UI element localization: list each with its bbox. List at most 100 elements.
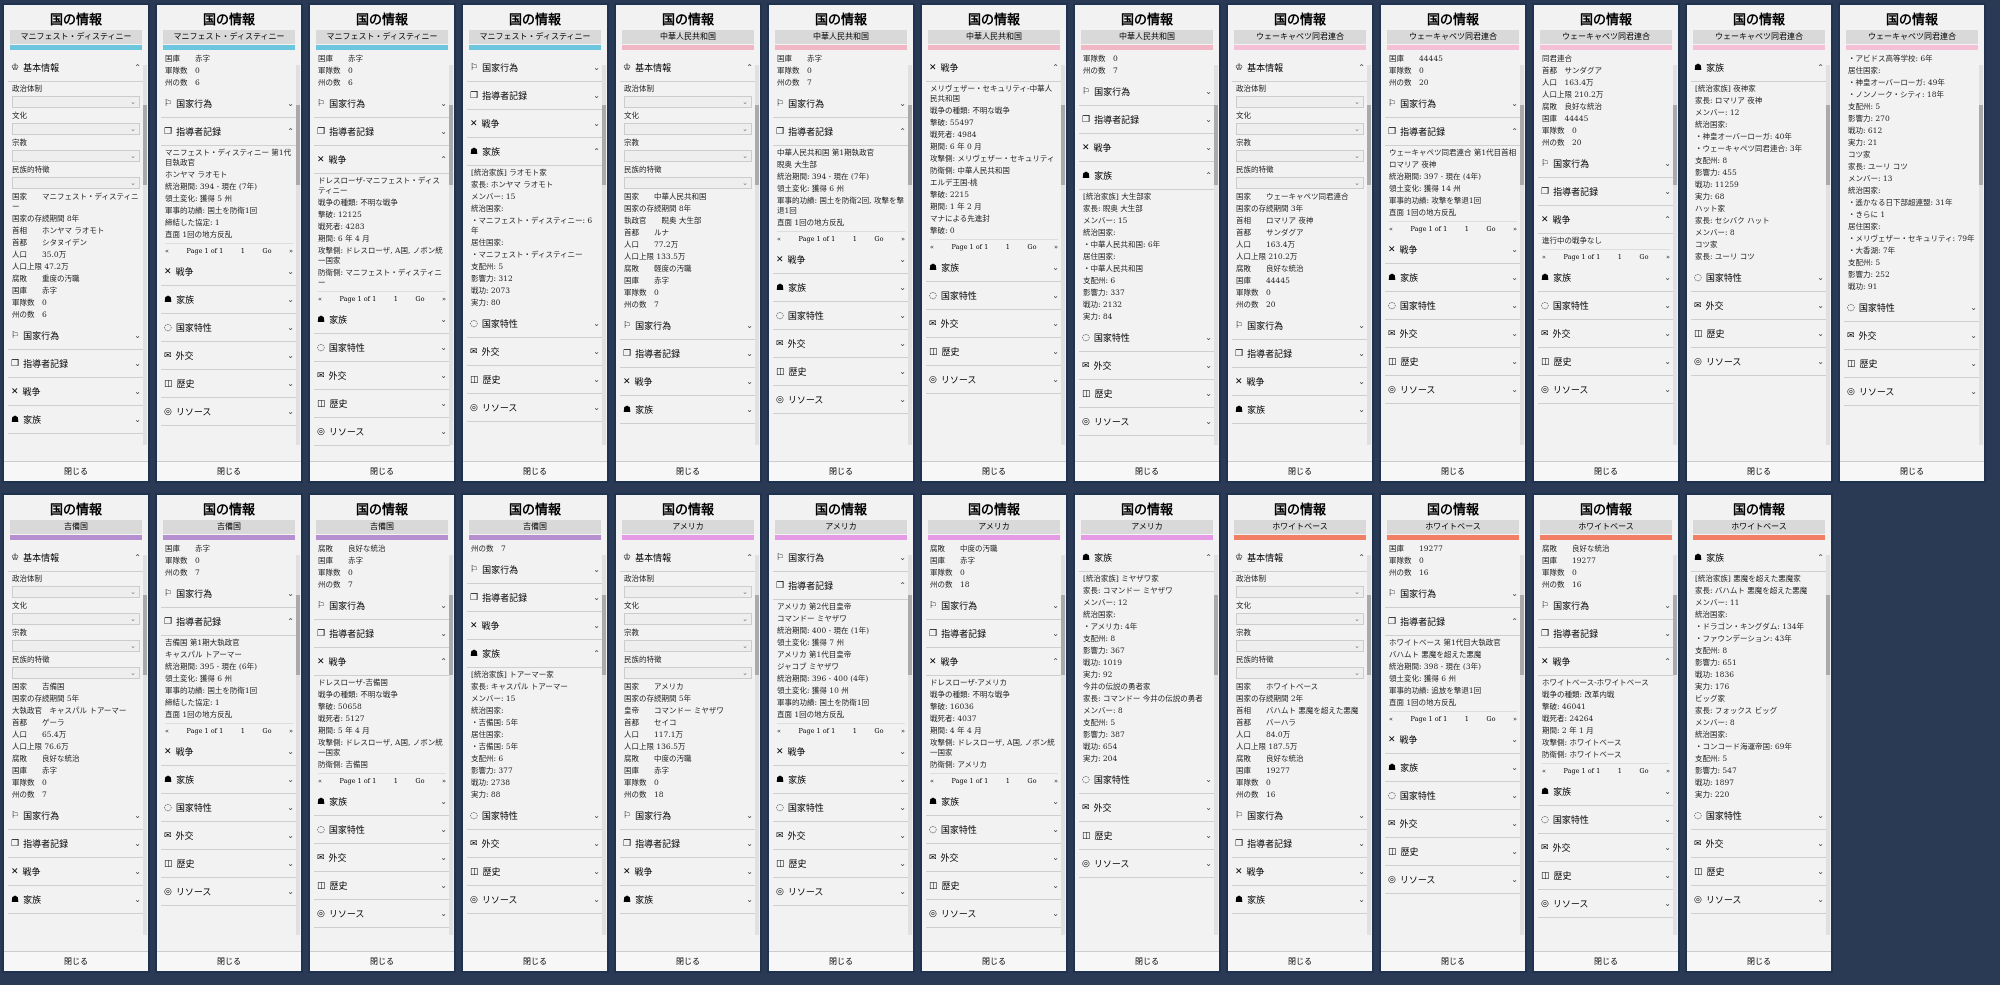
section-diplomacy[interactable]: ✉ 外交 ⌄ [467,830,603,858]
pager-prev[interactable]: « [318,295,322,303]
close-button[interactable]: 閉じる [1381,951,1525,971]
field-select[interactable]: ⌄ [1236,177,1364,189]
section-actions[interactable]: ⚐ 国家行為 ⌄ [467,556,603,584]
pager-prev[interactable]: « [777,235,781,243]
field-select[interactable]: ⌄ [624,96,752,108]
section-war[interactable]: ✕ 戦争 ⌃ [1538,648,1674,676]
field-select[interactable]: ⌄ [624,177,752,189]
section-actions[interactable]: ⚐ 国家行為 ⌄ [773,90,909,118]
section-war[interactable]: ✕ 戦争 ⌄ [8,858,144,886]
scrollbar[interactable] [449,555,453,935]
section-traits[interactable]: ◌ 国家特性 ⌄ [161,314,297,342]
scrollbar-thumb[interactable] [296,105,300,185]
pager-next[interactable]: » [1666,253,1670,261]
section-leaders[interactable]: ❐ 指導者記録 ⌄ [1232,340,1368,368]
section-family[interactable]: ☗ 家族 ⌄ [314,788,450,816]
section-traits[interactable]: ◌ 国家特性 ⌄ [1538,806,1674,834]
field-select[interactable]: ⌄ [12,177,140,189]
section-history[interactable]: ◫ 歴史 ⌄ [1385,838,1521,866]
scrollbar-thumb[interactable] [1826,105,1830,185]
section-actions[interactable]: ⚐ 国家行為 ⌄ [8,802,144,830]
close-button[interactable]: 閉じる [1534,951,1678,971]
section-family[interactable]: ☗ 家族 ⌄ [1538,778,1674,806]
section-history[interactable]: ◫ 歴史 ⌄ [926,338,1062,366]
section-family[interactable]: ☗ 家族 ⌄ [314,306,450,334]
close-button[interactable]: 閉じる [769,951,913,971]
section-family[interactable]: ☗ 家族 ⌄ [161,766,297,794]
pager-go[interactable]: Go [874,235,884,243]
section-family[interactable]: ☗ 家族 ⌄ [8,886,144,914]
section-resources[interactable]: ◎ リソース ⌄ [1385,376,1521,404]
section-war[interactable]: ✕ 戦争 ⌄ [1232,858,1368,886]
section-war[interactable]: ✕ 戦争 ⌃ [926,54,1062,82]
section-leaders[interactable]: ❐ 指導者記録 ⌃ [773,572,909,600]
field-select[interactable]: ⌄ [1236,640,1364,652]
section-history[interactable]: ◫ 歴史 ⌄ [1538,862,1674,890]
section-family[interactable]: ☗ 家族 ⌄ [620,886,756,914]
section-leaders[interactable]: ❐ 指導者記録 ⌄ [8,350,144,378]
field-select[interactable]: ⌄ [624,150,752,162]
close-button[interactable]: 閉じる [1534,461,1678,481]
section-leaders[interactable]: ❐ 指導者記録 ⌃ [773,118,909,146]
close-button[interactable]: 閉じる [1228,461,1372,481]
field-select[interactable]: ⌄ [624,640,752,652]
pager-page[interactable]: 1 [240,727,245,735]
section-actions[interactable]: ⚐ 国家行為 ⌄ [1538,150,1674,178]
pager-page[interactable]: 1 [1005,777,1010,785]
field-select[interactable]: ⌄ [624,667,752,679]
section-resources[interactable]: ◎ リソース ⌄ [161,878,297,906]
pager-prev[interactable]: « [930,777,934,785]
field-select[interactable]: ⌄ [12,640,140,652]
section-traits[interactable]: ◌ 国家特性 ⌄ [314,334,450,362]
section-leaders[interactable]: ❐ 指導者記録 ⌄ [467,584,603,612]
pager-go[interactable]: Go [1639,767,1649,775]
section-resources[interactable]: ◎ リソース ⌄ [1844,378,1980,406]
pager-go[interactable]: Go [1486,225,1496,233]
pager-page[interactable]: 1 [1464,715,1469,723]
scrollbar-thumb[interactable] [602,595,606,675]
field-select[interactable]: ⌄ [1236,150,1364,162]
field-select[interactable]: ⌄ [12,150,140,162]
section-traits[interactable]: ◌ 国家特性 ⌄ [773,794,909,822]
scrollbar[interactable] [1061,555,1065,935]
close-button[interactable]: 閉じる [616,461,760,481]
pager-go[interactable]: Go [415,777,425,785]
section-traits[interactable]: ◌ 国家特性 ⌄ [467,310,603,338]
scrollbar-thumb[interactable] [755,105,759,185]
pager-page[interactable]: 1 [1005,243,1010,251]
section-history[interactable]: ◫ 歴史 ⌄ [1538,348,1674,376]
section-family[interactable]: ☗ 家族 ⌄ [161,286,297,314]
section-history[interactable]: ◫ 歴史 ⌄ [773,358,909,386]
close-button[interactable]: 閉じる [157,461,301,481]
scrollbar[interactable] [449,65,453,445]
section-diplomacy[interactable]: ✉ 外交 ⌄ [1385,320,1521,348]
section-history[interactable]: ◫ 歴史 ⌄ [467,858,603,886]
pager-go[interactable]: Go [415,295,425,303]
pager-prev[interactable]: « [777,727,781,735]
pager-page[interactable]: 1 [1464,225,1469,233]
close-button[interactable]: 閉じる [1381,461,1525,481]
scrollbar-thumb[interactable] [755,595,759,675]
pager-next[interactable]: » [901,727,905,735]
scrollbar-thumb[interactable] [908,105,912,185]
scrollbar[interactable] [908,555,912,935]
section-family[interactable]: ☗ 家族 ⌃ [1079,162,1215,190]
scrollbar-thumb[interactable] [449,105,453,185]
pager-next[interactable]: » [1513,715,1517,723]
section-actions[interactable]: ⚐ 国家行為 ⌄ [773,544,909,572]
scrollbar-thumb[interactable] [1214,105,1218,185]
scrollbar[interactable] [1520,65,1524,445]
pager-page[interactable]: 1 [393,295,398,303]
section-leaders[interactable]: ❐ 指導者記録 ⌄ [467,82,603,110]
scrollbar[interactable] [1673,555,1677,935]
pager-prev[interactable]: « [165,247,169,255]
close-button[interactable]: 閉じる [1075,461,1219,481]
section-traits[interactable]: ◌ 国家特性 ⌄ [1079,766,1215,794]
section-family[interactable]: ☗ 家族 ⌄ [1538,264,1674,292]
section-war[interactable]: ✕ 戦争 ⌄ [1385,726,1521,754]
pager-prev[interactable]: « [930,243,934,251]
section-actions[interactable]: ⚐ 国家行為 ⌄ [467,54,603,82]
close-button[interactable]: 閉じる [4,461,148,481]
scrollbar-thumb[interactable] [1520,105,1524,185]
scrollbar-thumb[interactable] [1826,595,1830,675]
